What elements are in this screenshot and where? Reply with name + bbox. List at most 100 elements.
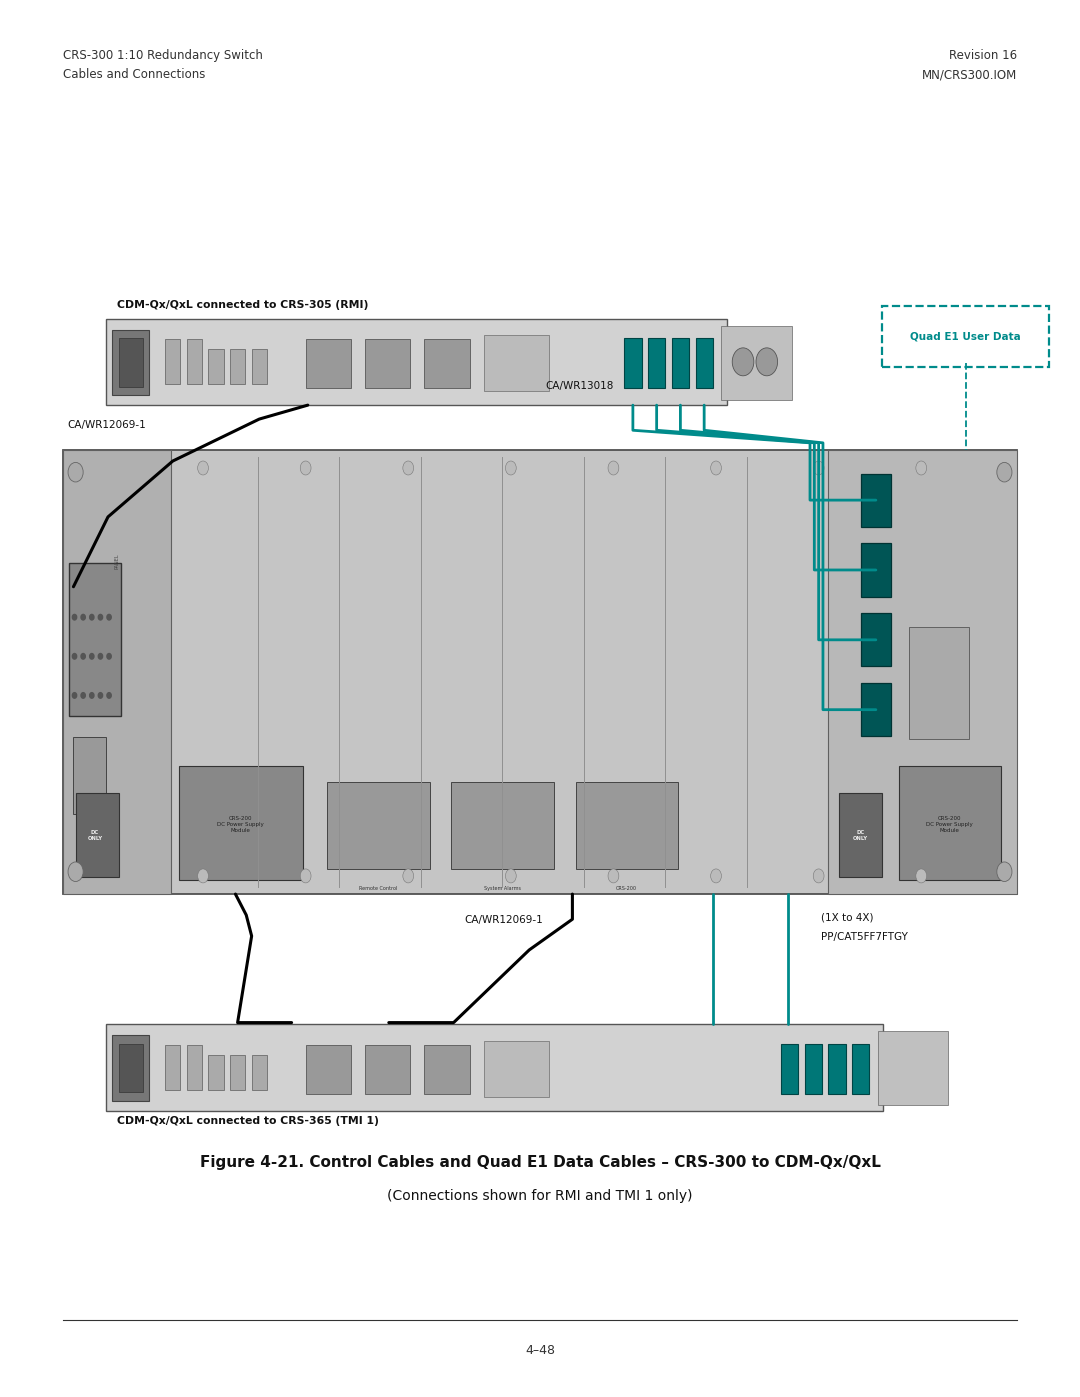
Text: CA/WR12069-1: CA/WR12069-1 xyxy=(464,915,543,925)
Text: 4–48: 4–48 xyxy=(525,1344,555,1356)
Text: CA/WR13018: CA/WR13018 xyxy=(545,381,613,391)
Bar xyxy=(576,782,678,869)
Bar xyxy=(672,338,689,388)
Circle shape xyxy=(997,462,1012,482)
Bar xyxy=(828,1044,846,1094)
Text: CRS-300 1:10 Redundancy Switch: CRS-300 1:10 Redundancy Switch xyxy=(63,49,262,61)
Bar xyxy=(839,793,882,877)
Circle shape xyxy=(98,615,103,620)
Text: Quad E1 User Data: Quad E1 User Data xyxy=(910,331,1021,342)
Bar xyxy=(828,450,1017,894)
Bar xyxy=(252,349,267,384)
Bar xyxy=(861,683,891,736)
Circle shape xyxy=(300,461,311,475)
Bar xyxy=(861,474,891,527)
Text: Revision 16: Revision 16 xyxy=(949,49,1017,61)
Bar xyxy=(424,1045,470,1094)
Circle shape xyxy=(756,348,778,376)
Text: PP/CAT5FF7FTGY: PP/CAT5FF7FTGY xyxy=(821,932,907,942)
Circle shape xyxy=(505,461,516,475)
Bar xyxy=(73,738,106,814)
Circle shape xyxy=(813,869,824,883)
Bar xyxy=(878,1031,948,1105)
Bar xyxy=(76,793,119,877)
Bar xyxy=(781,1044,798,1094)
Circle shape xyxy=(98,693,103,698)
Text: MN/CRS300.IOM: MN/CRS300.IOM xyxy=(922,68,1017,81)
Circle shape xyxy=(72,693,77,698)
Bar xyxy=(306,339,351,388)
Bar xyxy=(63,450,171,894)
Circle shape xyxy=(107,615,111,620)
Bar xyxy=(112,1035,149,1101)
Text: PANEL: PANEL xyxy=(114,553,119,569)
Text: Figure 4-21. Control Cables and Quad E1 Data Cables – CRS-300 to CDM-Qx/QxL: Figure 4-21. Control Cables and Quad E1 … xyxy=(200,1155,880,1169)
Text: DC
ONLY: DC ONLY xyxy=(87,830,103,841)
Circle shape xyxy=(505,869,516,883)
Bar xyxy=(187,339,202,384)
Circle shape xyxy=(198,461,208,475)
Bar xyxy=(852,1044,869,1094)
Text: CDM-Qx/QxL connected to CRS-305 (RMI): CDM-Qx/QxL connected to CRS-305 (RMI) xyxy=(117,300,368,310)
Bar xyxy=(187,1045,202,1090)
Bar xyxy=(484,1041,549,1097)
Circle shape xyxy=(81,693,85,698)
Circle shape xyxy=(68,462,83,482)
Text: CRS-200
DC Power Supply
Module: CRS-200 DC Power Supply Module xyxy=(926,816,973,833)
Circle shape xyxy=(916,461,927,475)
Bar xyxy=(624,338,642,388)
Circle shape xyxy=(90,654,94,659)
Bar xyxy=(484,335,549,391)
Text: (Connections shown for RMI and TMI 1 only): (Connections shown for RMI and TMI 1 onl… xyxy=(388,1189,692,1203)
Bar xyxy=(365,339,410,388)
Bar xyxy=(69,563,121,717)
Circle shape xyxy=(813,461,824,475)
Text: (1X to 4X): (1X to 4X) xyxy=(821,912,874,922)
Circle shape xyxy=(81,654,85,659)
Bar xyxy=(899,766,1001,880)
Bar xyxy=(252,1055,267,1090)
Circle shape xyxy=(107,693,111,698)
Bar xyxy=(861,613,891,666)
Bar xyxy=(63,450,1017,894)
Circle shape xyxy=(711,869,721,883)
Circle shape xyxy=(300,869,311,883)
Circle shape xyxy=(68,862,83,882)
Circle shape xyxy=(198,869,208,883)
Bar xyxy=(165,339,180,384)
Text: DC
ONLY: DC ONLY xyxy=(853,830,868,841)
Bar xyxy=(165,1045,180,1090)
FancyBboxPatch shape xyxy=(882,306,1049,367)
Text: CA/WR12069-1: CA/WR12069-1 xyxy=(67,420,146,430)
Text: CRS-200: CRS-200 xyxy=(616,886,637,891)
Bar xyxy=(112,330,149,395)
Circle shape xyxy=(997,862,1012,882)
Bar xyxy=(648,338,665,388)
Circle shape xyxy=(732,348,754,376)
Bar xyxy=(861,543,891,597)
Circle shape xyxy=(711,461,721,475)
Bar xyxy=(306,1045,351,1094)
Bar xyxy=(230,349,245,384)
Bar xyxy=(106,319,727,405)
Circle shape xyxy=(72,654,77,659)
Bar xyxy=(327,782,430,869)
Circle shape xyxy=(403,869,414,883)
Bar xyxy=(119,1044,143,1092)
Text: CDM-Qx/QxL connected to CRS-365 (TMI 1): CDM-Qx/QxL connected to CRS-365 (TMI 1) xyxy=(117,1116,378,1126)
Bar xyxy=(230,1055,245,1090)
Circle shape xyxy=(608,869,619,883)
Text: Cables and Connections: Cables and Connections xyxy=(63,68,205,81)
Circle shape xyxy=(90,615,94,620)
Circle shape xyxy=(90,693,94,698)
Circle shape xyxy=(916,869,927,883)
Text: CRS-200
DC Power Supply
Module: CRS-200 DC Power Supply Module xyxy=(217,816,265,833)
Bar xyxy=(106,1024,883,1111)
Bar xyxy=(909,627,969,739)
Bar xyxy=(179,766,303,880)
Bar xyxy=(208,349,224,384)
Bar xyxy=(696,338,713,388)
Bar xyxy=(805,1044,822,1094)
Circle shape xyxy=(98,654,103,659)
Circle shape xyxy=(72,615,77,620)
